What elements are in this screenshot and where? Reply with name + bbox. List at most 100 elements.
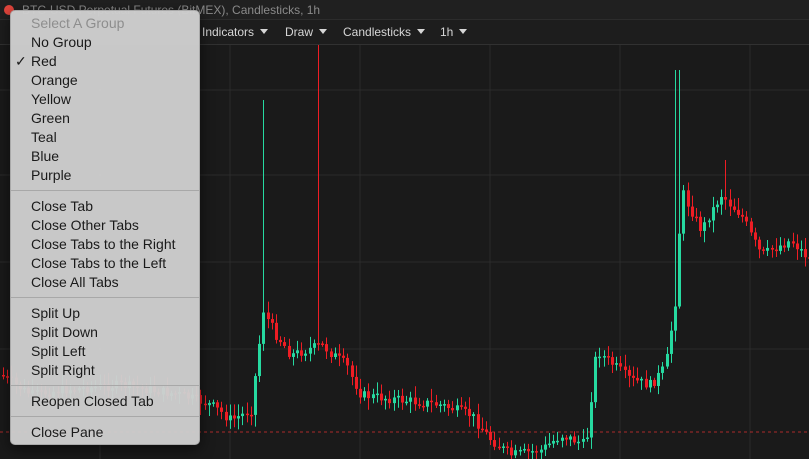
candle-down: [611, 357, 614, 365]
candle-down: [636, 377, 639, 381]
candle-down: [527, 448, 530, 452]
menu-item-split-left[interactable]: Split Left: [11, 342, 199, 361]
candle-down: [325, 344, 328, 352]
candle-down: [388, 398, 391, 404]
menu-item-close-tabs-to-the-left[interactable]: Close Tabs to the Left: [11, 254, 199, 273]
candle-up: [212, 402, 215, 404]
menu-item-reopen-closed-tab[interactable]: Reopen Closed Tab: [11, 392, 199, 411]
menu-item-split-right[interactable]: Split Right: [11, 361, 199, 380]
group-option-no-group[interactable]: No Group: [11, 33, 199, 52]
candle-down: [783, 245, 786, 248]
candle-up: [800, 249, 803, 251]
candle-up: [594, 356, 597, 403]
candle-down: [418, 404, 421, 406]
candle-down: [510, 447, 513, 456]
candle-up: [443, 404, 446, 406]
menu-item-close-all-tabs[interactable]: Close All Tabs: [11, 273, 199, 292]
candle-down: [346, 357, 349, 366]
menu-item-label: Split Up: [31, 305, 81, 321]
group-option-blue[interactable]: Blue: [11, 147, 199, 166]
candle-down: [699, 216, 702, 231]
candle-up: [561, 437, 564, 441]
candle-up: [229, 415, 232, 421]
chevron-down-icon: [319, 29, 328, 35]
candle-down: [653, 379, 656, 386]
menu-item-label: Yellow: [31, 91, 71, 107]
candle-down: [607, 356, 610, 358]
candle-up: [544, 444, 547, 450]
candle-up: [598, 356, 601, 359]
candle-down: [435, 402, 438, 406]
candle-down: [351, 365, 354, 377]
candle-down: [687, 190, 690, 207]
candle-up: [237, 416, 240, 419]
candle-down: [451, 408, 454, 411]
candle-down: [775, 249, 778, 252]
candle-down: [750, 221, 753, 233]
menu-item-close-tabs-to-the-right[interactable]: Close Tabs to the Right: [11, 235, 199, 254]
candle-up: [472, 414, 475, 417]
menu-item-split-up[interactable]: Split Up: [11, 304, 199, 323]
candle-down: [506, 446, 509, 448]
chevron-down-icon: [417, 29, 426, 35]
candle-up: [384, 398, 387, 401]
candle-up: [296, 350, 299, 354]
candle-down: [220, 407, 223, 412]
menu-item-label: Close Tabs to the Left: [31, 255, 167, 271]
menu-item-close-pane[interactable]: Close Pane: [11, 423, 199, 442]
candle-down: [493, 440, 496, 447]
candle-up: [586, 437, 589, 440]
group-option-yellow[interactable]: Yellow: [11, 90, 199, 109]
candle-down: [355, 376, 358, 389]
candle-down: [422, 405, 425, 408]
candle-up: [787, 241, 790, 248]
candle-up: [523, 448, 526, 451]
menu-item-label: Close Tabs to the Right: [31, 236, 176, 252]
candle-up: [456, 405, 459, 411]
group-option-purple[interactable]: Purple: [11, 166, 199, 185]
chart-type-label: Candlesticks: [343, 25, 412, 39]
group-option-orange[interactable]: Orange: [11, 71, 199, 90]
group-option-teal[interactable]: Teal: [11, 128, 199, 147]
candle-up: [258, 343, 261, 377]
draw-dropdown[interactable]: Draw: [285, 20, 328, 44]
group-option-green[interactable]: Green: [11, 109, 199, 128]
candle-down: [216, 402, 219, 408]
menu-separator: [11, 297, 199, 298]
menu-item-label: Reopen Closed Tab: [31, 393, 154, 409]
candle-up: [531, 451, 534, 453]
candle-up: [241, 413, 244, 417]
candle-up: [540, 449, 543, 453]
menu-item-label: No Group: [31, 34, 92, 50]
candle-down: [250, 414, 253, 417]
candle-down: [729, 199, 732, 207]
candle-down: [447, 404, 450, 409]
candle-up: [703, 222, 706, 231]
menu-item-close-other-tabs[interactable]: Close Other Tabs: [11, 216, 199, 235]
menu-item-label: Blue: [31, 148, 60, 164]
candle-down: [464, 406, 467, 409]
candle-down: [754, 232, 757, 240]
candle-up: [590, 402, 593, 438]
menu-item-label: Teal: [31, 129, 57, 145]
candle-down: [367, 391, 370, 399]
menu-item-label: Close Tab: [31, 198, 94, 214]
candle-down: [733, 206, 736, 210]
candle-down: [330, 351, 333, 358]
group-option-red[interactable]: ✓ Red: [11, 52, 199, 71]
menu-item-split-down[interactable]: Split Down: [11, 323, 199, 342]
indicators-dropdown[interactable]: Indicators: [202, 20, 269, 44]
menu-item-label: Green: [31, 110, 70, 126]
chevron-down-icon: [459, 29, 468, 35]
candle-up: [309, 347, 312, 354]
candle-up: [393, 397, 396, 404]
chart-type-dropdown[interactable]: Candlesticks: [343, 20, 426, 44]
menu-item-label: Close All Tabs: [31, 274, 119, 290]
timeframe-dropdown[interactable]: 1h: [440, 20, 468, 44]
chevron-down-icon: [260, 29, 269, 35]
candle-up: [334, 353, 337, 358]
menu-item-close-tab[interactable]: Close Tab: [11, 197, 199, 216]
window-close-button[interactable]: [4, 5, 14, 15]
candle-up: [582, 438, 585, 442]
candle-down: [199, 395, 202, 404]
